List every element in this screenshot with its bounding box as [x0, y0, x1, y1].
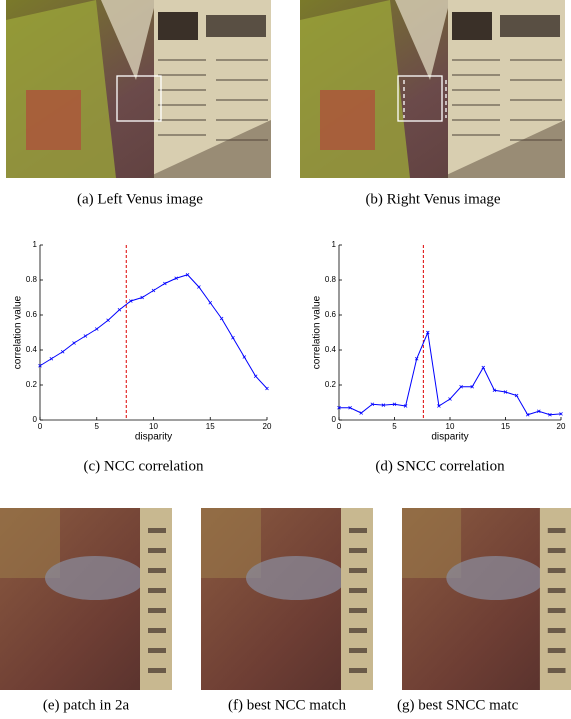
- point: [107, 319, 110, 322]
- caption: (d) SNCC correlation: [375, 458, 505, 474]
- x-tick-label: 20: [557, 422, 566, 431]
- point: [84, 335, 87, 338]
- x-tick-label: 10: [446, 422, 455, 431]
- point: [266, 387, 269, 390]
- point: [61, 350, 64, 353]
- caption: (f) best NCC match: [228, 697, 346, 713]
- x-tick-label: 20: [263, 422, 272, 431]
- caption: (c) NCC correlation: [84, 458, 204, 474]
- y-axis-label: correlation value: [312, 295, 323, 369]
- x-tick-label: 5: [392, 422, 397, 431]
- point: [243, 356, 246, 359]
- point: [95, 328, 98, 331]
- point: [50, 357, 53, 360]
- point: [73, 342, 76, 345]
- point: [254, 375, 257, 378]
- patch-f: [201, 508, 373, 690]
- line: [339, 333, 561, 415]
- y-tick-label: 1: [332, 240, 337, 249]
- figure: (a) Left Venus image (b) Right Venus ima…: [0, 0, 571, 719]
- y-tick-label: 0.6: [26, 310, 38, 319]
- point: [152, 289, 155, 292]
- point: [449, 398, 452, 401]
- y-tick-label: 0.8: [26, 275, 38, 284]
- y-tick-label: 0.4: [325, 345, 337, 354]
- image-right: [300, 0, 565, 178]
- x-axis-label: disparity: [135, 432, 172, 443]
- x-axis-label: disparity: [431, 432, 468, 443]
- x-tick-label: 15: [501, 422, 510, 431]
- caption: (e) patch in 2a: [43, 697, 130, 713]
- patch-e: [0, 508, 172, 690]
- y-tick-label: 1: [33, 240, 38, 249]
- point: [209, 301, 212, 304]
- patch-g: [402, 508, 571, 690]
- x-tick-label: 0: [38, 422, 43, 431]
- x-tick-label: 10: [149, 422, 158, 431]
- y-tick-label: 0.6: [325, 310, 337, 319]
- y-tick-label: 0.4: [26, 345, 38, 354]
- y-axis-label: correlation value: [13, 295, 24, 369]
- x-tick-label: 5: [95, 422, 100, 431]
- line: [40, 275, 267, 389]
- point: [118, 308, 121, 311]
- point: [197, 286, 200, 289]
- point: [231, 336, 234, 339]
- x-tick-label: 0: [337, 422, 342, 431]
- image-left: [6, 0, 271, 178]
- caption: (g) best SNCC matc: [397, 697, 519, 713]
- y-tick-label: 0.2: [26, 380, 38, 389]
- y-tick-label: 0.2: [325, 380, 337, 389]
- caption: (b) Right Venus image: [365, 191, 500, 207]
- y-tick-label: 0.8: [325, 275, 337, 284]
- point: [220, 317, 223, 320]
- x-tick-label: 15: [206, 422, 215, 431]
- caption: (a) Left Venus image: [77, 191, 203, 207]
